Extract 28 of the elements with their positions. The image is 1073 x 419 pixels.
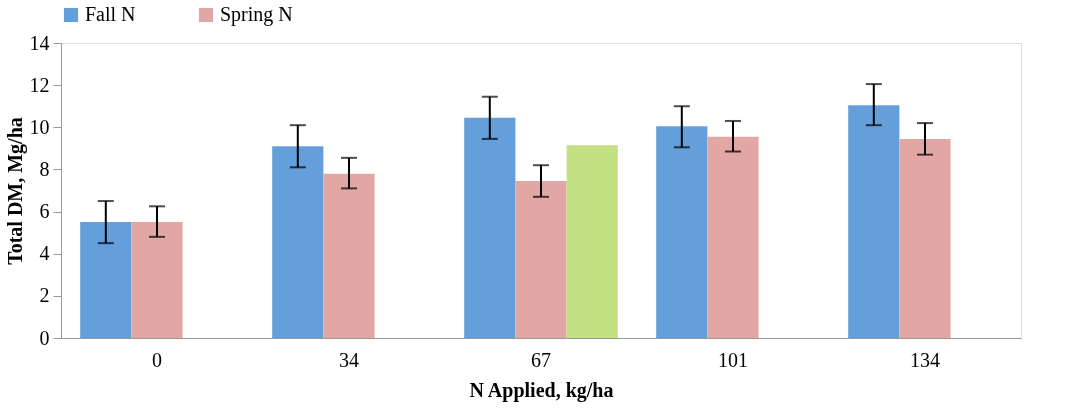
bar	[464, 117, 516, 338]
bar	[566, 145, 618, 338]
legend-label: Fall N	[85, 3, 136, 25]
y-tick-label: 2	[39, 284, 50, 307]
bar	[515, 181, 567, 338]
bar	[848, 105, 900, 338]
x-tick-label: 0	[152, 348, 162, 371]
y-tick-label: 14	[29, 31, 50, 54]
bar	[707, 136, 759, 338]
x-tick-label: 34	[339, 348, 359, 371]
x-tick-label: 101	[718, 348, 748, 371]
x-axis-title: N Applied, kg/ha	[469, 378, 614, 402]
y-tick-label: 6	[39, 200, 50, 223]
legend-label: Spring N	[220, 3, 293, 26]
y-tick-label: 12	[29, 73, 50, 96]
y-tick-label: 0	[39, 326, 50, 349]
bar	[80, 222, 132, 338]
x-tick-label: 134	[910, 348, 940, 371]
y-tick-label: 4	[39, 242, 50, 265]
bar	[656, 126, 708, 338]
bar	[323, 173, 375, 338]
bar	[899, 138, 951, 338]
bar	[272, 146, 324, 338]
y-axis-title: Total DM, Mg/ha	[3, 117, 27, 265]
y-tick-label: 10	[29, 115, 50, 138]
x-tick-label: 67	[531, 348, 551, 371]
y-tick-label: 8	[39, 157, 50, 180]
bar	[131, 222, 183, 338]
